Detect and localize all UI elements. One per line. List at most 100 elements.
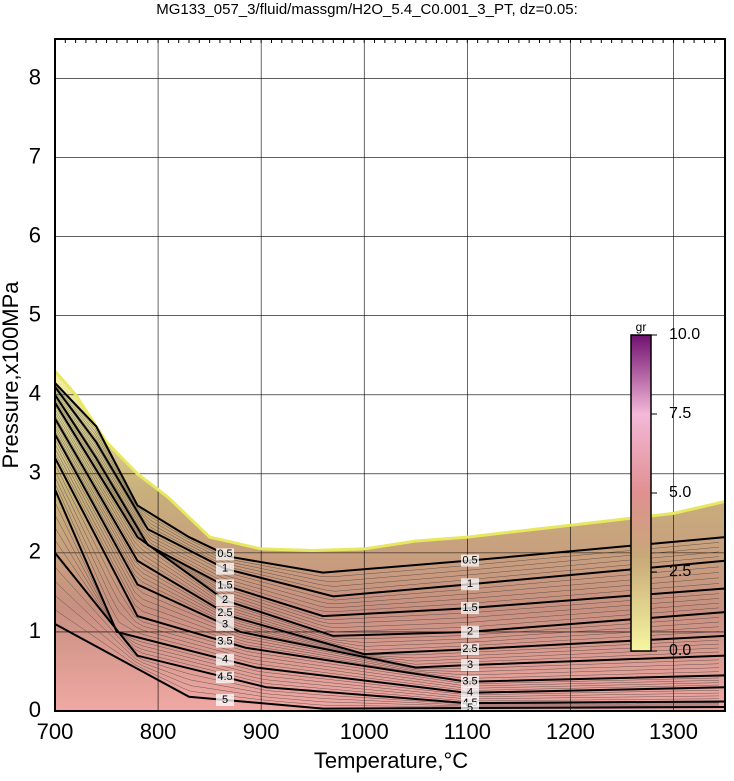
colorbar-tick-label: 7.5 [669, 405, 691, 422]
overlay: 700 800 900 1000 1100 1200 1300 0 1 2 3 4 5 6 7 8 gr 0.0 2… [29, 38, 726, 744]
minor-contour [55, 393, 720, 612]
contour-label: 4 [467, 687, 473, 699]
minor-contour [55, 383, 720, 578]
y-tick-label: 2 [29, 539, 41, 564]
contour-label: 5 [467, 702, 473, 714]
minor-contour [55, 581, 720, 706]
contour-line [55, 417, 725, 656]
minor-contour [55, 527, 720, 700]
y-tick-label: 8 [29, 64, 41, 89]
contour-label: 4 [222, 653, 228, 665]
minor-contour [55, 384, 720, 582]
y-tick-label: 5 [29, 302, 41, 327]
y-tick-label: 6 [29, 222, 41, 247]
colorbar [630, 334, 652, 652]
x-tick-label: 1100 [444, 719, 491, 744]
minor-contour [55, 391, 720, 609]
minor-contour [55, 421, 720, 656]
contour-line [55, 457, 725, 683]
colorbar-tick-label: 2.5 [669, 563, 691, 580]
minor-contour [55, 438, 720, 669]
plot-frame [54, 38, 726, 712]
minor-contour [55, 476, 720, 689]
contour-line [55, 382, 725, 574]
x-tick-label: 800 [140, 719, 177, 744]
contour-label-box [461, 602, 479, 615]
minor-contour [55, 397, 720, 624]
y-tick-label: 1 [29, 618, 41, 643]
colorbar-label: gr [636, 320, 647, 334]
minor-contour [55, 609, 720, 708]
contour-label-box [461, 686, 479, 699]
x-tick-label: 700 [37, 719, 74, 744]
y-tick-label: 3 [29, 460, 41, 485]
contour-label-box [216, 618, 234, 631]
contour-label: 2.5 [462, 643, 477, 655]
contour-label-box [216, 594, 234, 607]
contour-label: 3.5 [217, 636, 232, 648]
minor-contour [55, 385, 720, 587]
contour-line [55, 402, 725, 637]
minor-contour [55, 514, 720, 698]
contour-label: 3 [222, 619, 228, 631]
minor-contour [55, 448, 720, 676]
minor-contour [55, 443, 720, 672]
contour-label-box [216, 635, 234, 648]
x-axis-label: Temperature,°C [314, 748, 468, 773]
minor-contour [55, 470, 720, 687]
minor-contour [55, 453, 720, 679]
minor-contour [55, 483, 720, 691]
colorbar-tick-label: 0.0 [669, 642, 691, 659]
contour-label-box [461, 578, 479, 591]
contour-label: 4.5 [217, 671, 232, 683]
minor-contour [55, 388, 720, 601]
contour-label-box [461, 659, 479, 672]
contour-label: 0.5 [462, 554, 477, 566]
contour-label-box [461, 675, 479, 688]
y-tick-label: 4 [29, 381, 41, 406]
minor-contour [55, 412, 720, 647]
y-tick-label: 7 [29, 143, 41, 168]
minor-contour [55, 502, 720, 696]
contour-label-box [216, 693, 234, 706]
y-axis-label: Pressure,x100MPa [0, 281, 23, 469]
y-tick-label: 0 [29, 697, 41, 722]
colorbar-tick-label: 10.0 [669, 326, 700, 343]
minor-contour [55, 389, 720, 605]
contour-line [55, 552, 725, 705]
contour-label-box [216, 653, 234, 666]
contour-label: 1 [222, 563, 228, 575]
contour-label: 5 [222, 694, 228, 706]
minor-contour [55, 408, 720, 643]
x-tick-label: 1200 [546, 719, 595, 744]
minor-contour [55, 424, 720, 659]
contour-line [55, 623, 725, 710]
contour-line [55, 433, 725, 669]
contour-label-box [216, 671, 234, 684]
contour-label-box [216, 607, 234, 620]
contour-label: 1.5 [462, 602, 477, 614]
x-tick-label: 900 [243, 719, 280, 744]
contour-line [55, 489, 725, 694]
boundary-line [55, 370, 725, 553]
contour-label: 3 [467, 659, 473, 671]
contour-label-box [216, 548, 234, 561]
x-tick-label: 1300 [649, 719, 698, 744]
contour-label: 1.5 [217, 579, 232, 591]
minor-contour [55, 464, 720, 685]
x-tick-label: 1000 [340, 719, 389, 744]
contour-label-box [216, 579, 234, 592]
contour-label-box [461, 643, 479, 656]
contour-label: 2 [222, 594, 228, 606]
minor-contour [55, 385, 720, 592]
contour-label: 2 [467, 626, 473, 638]
colorbar-tick-label: 5.0 [669, 484, 691, 501]
contour-label: 1 [467, 578, 473, 590]
contour-label: 2.5 [217, 607, 232, 619]
minor-contour [55, 415, 720, 651]
contour-label: 3.5 [462, 676, 477, 688]
contour-label-box [461, 625, 479, 638]
contour-label: 0.5 [217, 548, 232, 560]
